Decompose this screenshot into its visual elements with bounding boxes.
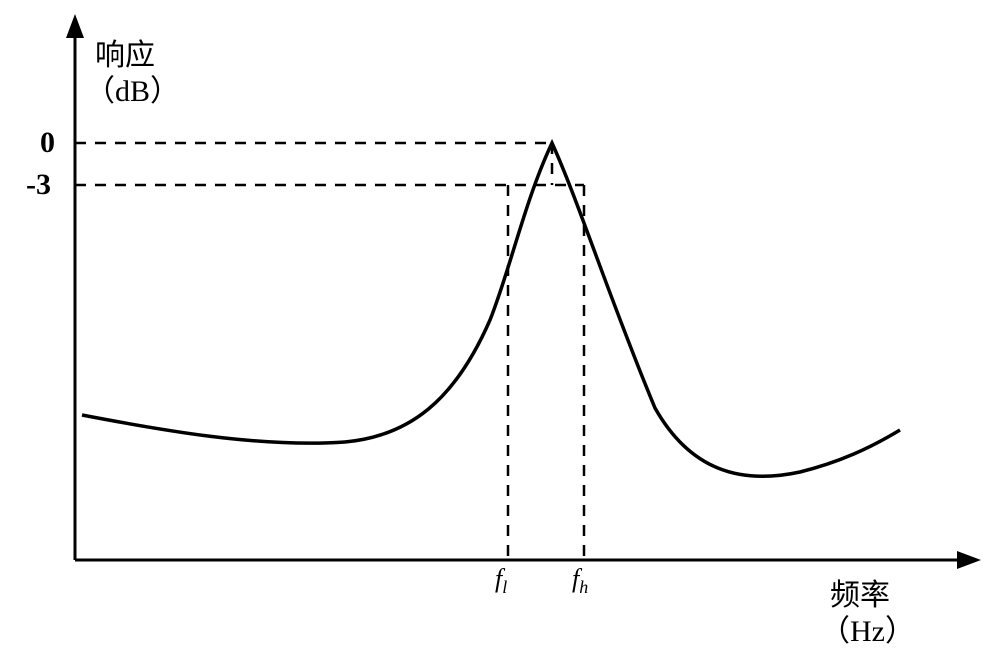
fl-sub: l — [502, 577, 507, 597]
x-axis-arrow — [957, 551, 981, 569]
ytick-minus3: -3 — [26, 168, 51, 202]
fh-sub: h — [579, 577, 588, 597]
ytick-zero: 0 — [40, 126, 55, 160]
xtick-fl: fl — [495, 564, 507, 598]
xtick-fh: fh — [572, 564, 588, 598]
y-axis-label-line2: （dB） — [85, 66, 180, 110]
y-axis-arrow — [66, 14, 84, 38]
resonance-curve — [82, 143, 900, 476]
resonance-diagram: { "canvas": { "width": 1000, "height": 6… — [0, 0, 1000, 650]
x-axis-label-line2: （Hz） — [820, 606, 915, 650]
